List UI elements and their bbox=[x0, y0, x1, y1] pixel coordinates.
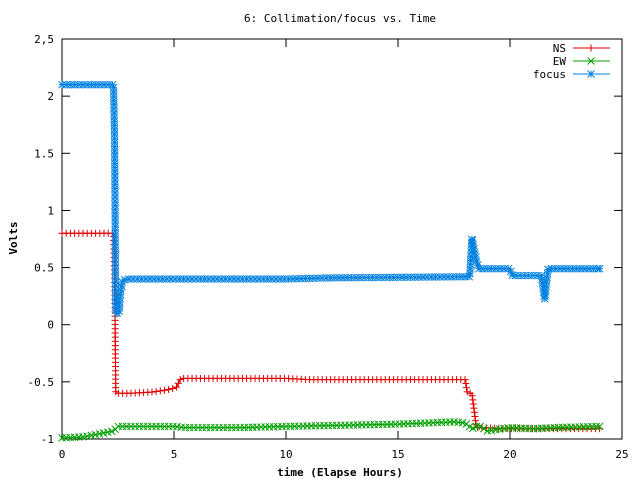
y-tick-label: -1 bbox=[41, 433, 54, 446]
legend-item: NS bbox=[553, 42, 610, 55]
data-point bbox=[463, 384, 471, 392]
x-tick-label: 5 bbox=[171, 448, 178, 461]
data-point bbox=[469, 424, 477, 433]
x-tick-label: 15 bbox=[391, 448, 404, 461]
legend-item: focus bbox=[533, 68, 610, 81]
data-point bbox=[169, 384, 177, 392]
data-point bbox=[152, 387, 160, 395]
data-point bbox=[156, 387, 164, 395]
legend-label: EW bbox=[553, 55, 567, 68]
data-point bbox=[463, 388, 471, 396]
series-ew bbox=[58, 418, 604, 442]
chart-title: 6: Collimation/focus vs. Time bbox=[244, 12, 436, 25]
data-point bbox=[461, 376, 469, 384]
y-axis-label: Volts bbox=[7, 221, 20, 254]
data-point bbox=[592, 422, 601, 431]
data-point bbox=[595, 264, 604, 273]
y-tick-label: 2,5 bbox=[34, 33, 54, 46]
data-point bbox=[174, 379, 182, 387]
data-point bbox=[479, 424, 488, 433]
x-axis-label: time (Elapse Hours) bbox=[277, 466, 403, 479]
data-point bbox=[107, 427, 116, 436]
legend-label: NS bbox=[553, 42, 566, 55]
y-tick-label: 1 bbox=[47, 204, 54, 217]
data-point bbox=[172, 383, 180, 391]
x-tick-label: 0 bbox=[59, 448, 66, 461]
data-point bbox=[587, 44, 595, 52]
data-point bbox=[470, 408, 478, 416]
data-point bbox=[148, 388, 156, 396]
data-point bbox=[469, 400, 477, 408]
data-point bbox=[462, 380, 470, 388]
x-tick-label: 25 bbox=[615, 448, 628, 461]
y-tick-label: -0.5 bbox=[28, 376, 55, 389]
data-point bbox=[472, 422, 481, 431]
series-ns bbox=[58, 229, 604, 433]
axes: 0 5 10 15 20 25 -1 -0.5 0 0.5 1 1.5 2 2,5 bbox=[28, 33, 629, 461]
y-tick-label: 0 bbox=[47, 319, 54, 332]
data-point bbox=[469, 396, 477, 404]
data-point bbox=[471, 417, 479, 425]
series-line bbox=[62, 232, 600, 430]
data-point bbox=[160, 386, 168, 394]
x-tick-label: 20 bbox=[503, 448, 516, 461]
data-point bbox=[165, 386, 173, 394]
data-point bbox=[468, 236, 477, 245]
series-layer bbox=[58, 80, 604, 442]
y-tick-label: 1.5 bbox=[34, 147, 54, 160]
data-point bbox=[471, 413, 479, 421]
legend-item: EW bbox=[553, 55, 610, 68]
data-point bbox=[587, 57, 595, 65]
data-point bbox=[587, 70, 595, 78]
data-point bbox=[476, 422, 485, 431]
x-tick-label: 10 bbox=[279, 448, 292, 461]
y-tick-label: 2 bbox=[47, 90, 54, 103]
data-point bbox=[176, 376, 184, 384]
data-point bbox=[595, 422, 604, 431]
plot-frame bbox=[61, 38, 623, 440]
y-tick-label: 0.5 bbox=[34, 262, 54, 275]
data-point bbox=[470, 404, 478, 412]
legend-label: focus bbox=[533, 68, 566, 81]
series-focus bbox=[58, 80, 604, 318]
data-point bbox=[468, 392, 476, 400]
